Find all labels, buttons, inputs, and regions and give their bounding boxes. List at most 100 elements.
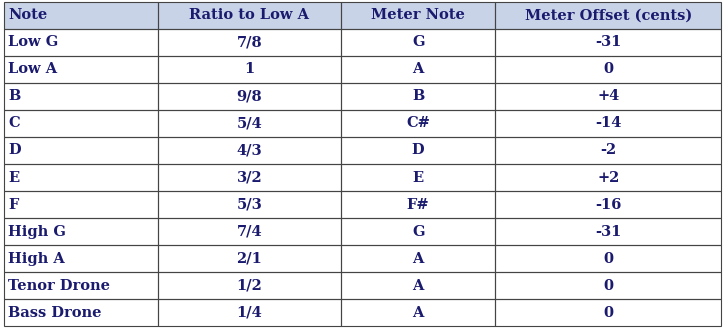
Bar: [158, 272, 341, 299]
Text: -31: -31: [595, 35, 621, 49]
Text: D: D: [412, 143, 424, 157]
Text: E: E: [8, 171, 19, 185]
Bar: [495, 2, 721, 29]
Bar: [158, 2, 341, 29]
Bar: [495, 218, 721, 245]
Bar: [341, 245, 495, 272]
Bar: [495, 164, 721, 191]
Bar: [495, 299, 721, 326]
Bar: [495, 83, 721, 110]
Bar: [341, 83, 495, 110]
Bar: [341, 83, 495, 110]
Bar: [341, 191, 495, 218]
Bar: [341, 29, 495, 56]
Text: 0: 0: [603, 306, 613, 320]
Bar: [158, 191, 341, 218]
Bar: [495, 29, 721, 56]
Text: 5/3: 5/3: [236, 197, 262, 212]
Bar: [4, 56, 158, 83]
Text: -31: -31: [595, 225, 621, 239]
Text: A: A: [413, 62, 424, 76]
Bar: [4, 110, 158, 137]
Text: B: B: [412, 89, 424, 103]
Bar: [158, 83, 341, 110]
Bar: [158, 56, 341, 83]
Bar: [341, 56, 495, 83]
Bar: [4, 29, 158, 56]
Bar: [158, 245, 341, 272]
Text: 1/2: 1/2: [236, 279, 262, 293]
Text: A: A: [413, 252, 424, 266]
Text: 3/2: 3/2: [236, 171, 262, 185]
Bar: [495, 191, 721, 218]
Bar: [4, 56, 158, 83]
Bar: [495, 272, 721, 299]
Bar: [341, 191, 495, 218]
Bar: [158, 218, 341, 245]
Bar: [4, 2, 158, 29]
Bar: [341, 137, 495, 164]
Bar: [158, 29, 341, 56]
Bar: [495, 245, 721, 272]
Bar: [158, 137, 341, 164]
Bar: [4, 83, 158, 110]
Bar: [495, 137, 721, 164]
Bar: [4, 218, 158, 245]
Bar: [341, 56, 495, 83]
Text: 1: 1: [244, 62, 254, 76]
Text: C: C: [8, 116, 20, 131]
Bar: [4, 137, 158, 164]
Bar: [4, 83, 158, 110]
Bar: [158, 299, 341, 326]
Text: 9/8: 9/8: [236, 89, 262, 103]
Bar: [495, 191, 721, 218]
Bar: [341, 2, 495, 29]
Bar: [4, 137, 158, 164]
Bar: [4, 29, 158, 56]
Text: -14: -14: [595, 116, 621, 131]
Text: 5/4: 5/4: [236, 116, 262, 131]
Bar: [341, 164, 495, 191]
Bar: [341, 272, 495, 299]
Bar: [495, 110, 721, 137]
Bar: [158, 83, 341, 110]
Bar: [4, 272, 158, 299]
Text: Bass Drone: Bass Drone: [8, 306, 102, 320]
Bar: [158, 245, 341, 272]
Text: High A: High A: [8, 252, 65, 266]
Text: 7/8: 7/8: [236, 35, 262, 49]
Text: D: D: [8, 143, 20, 157]
Text: 1/4: 1/4: [236, 306, 262, 320]
Bar: [158, 110, 341, 137]
Bar: [158, 164, 341, 191]
Text: Meter Note: Meter Note: [371, 8, 465, 22]
Text: 4/3: 4/3: [236, 143, 262, 157]
Bar: [495, 56, 721, 83]
Bar: [341, 218, 495, 245]
Text: 0: 0: [603, 62, 613, 76]
Bar: [158, 218, 341, 245]
Text: +4: +4: [597, 89, 619, 103]
Text: Note: Note: [8, 8, 47, 22]
Bar: [158, 137, 341, 164]
Bar: [341, 218, 495, 245]
Bar: [495, 29, 721, 56]
Bar: [341, 299, 495, 326]
Bar: [495, 245, 721, 272]
Bar: [4, 245, 158, 272]
Bar: [341, 272, 495, 299]
Text: A: A: [413, 306, 424, 320]
Bar: [495, 110, 721, 137]
Text: 2/1: 2/1: [236, 252, 262, 266]
Bar: [4, 110, 158, 137]
Bar: [495, 272, 721, 299]
Bar: [341, 245, 495, 272]
Bar: [341, 137, 495, 164]
Text: 7/4: 7/4: [236, 225, 262, 239]
Text: B: B: [8, 89, 20, 103]
Bar: [4, 2, 158, 29]
Text: Meter Offset (cents): Meter Offset (cents): [525, 8, 692, 22]
Bar: [4, 272, 158, 299]
Bar: [495, 2, 721, 29]
Bar: [4, 191, 158, 218]
